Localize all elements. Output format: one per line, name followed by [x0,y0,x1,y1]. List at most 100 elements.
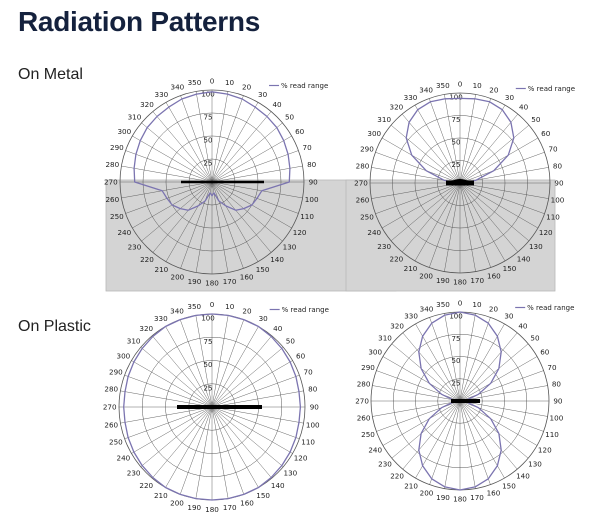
grid-spoke [459,400,476,489]
radial-tick-label: 50 [204,361,213,369]
grid-spoke [211,406,245,495]
angle-tick-label: 150 [256,491,270,500]
series-line-read-range [133,91,291,211]
radial-tick-label: 75 [204,114,213,122]
grid-spoke [459,98,491,184]
angle-tick-label: 210 [404,264,418,273]
angle-tick-label: 10 [225,302,235,311]
angle-tick-label: 350 [436,81,450,90]
grid-spoke [429,317,461,402]
grid-spoke [124,406,213,440]
grid-spoke [195,91,213,183]
grid-spoke [180,181,213,269]
angle-tick-label: 100 [305,195,319,204]
grid-spoke [414,104,461,184]
angle-tick-label: 250 [110,212,124,221]
grid-spoke [211,95,244,183]
angle-tick-label: 280 [104,385,118,394]
grid-spoke [211,181,244,269]
angle-tick-label: 330 [155,90,169,99]
angle-tick-label: 10 [473,81,483,90]
grid-spoke [382,400,461,446]
angle-tick-label: 0 [458,299,463,308]
grid-spoke [401,113,461,184]
angle-tick-label: 310 [128,112,142,121]
angle-tick-label: 250 [361,430,375,439]
angle-tick-label: 250 [109,437,123,446]
grid-spoke [141,181,213,242]
grid-spoke [211,335,272,408]
angle-tick-label: 120 [294,454,308,463]
angle-tick-label: 140 [516,471,530,480]
grid-spoke [459,182,539,229]
angle-tick-label: 70 [303,143,313,152]
grid-spoke [391,400,461,459]
grid-spoke [165,326,213,408]
angle-tick-label: 190 [188,277,202,286]
grid-spoke [211,406,300,440]
angle-tick-label: 70 [548,145,558,154]
angle-tick-label: 260 [356,196,370,205]
grid-spoke [211,374,300,408]
grid-spoke [211,360,293,408]
angle-tick-label: 100 [550,414,564,423]
radial-tick-label: 100 [201,315,214,323]
grid-spoke [459,124,530,184]
angle-tick-label: 300 [368,348,382,357]
polar-chart-4: 0 10 2030405060708090100110120130140150160… [355,299,574,504]
angle-tick-label: 340 [170,306,184,315]
angle-tick-label: 50 [285,112,295,121]
grid-spoke [459,400,538,446]
legend-label: % read range [281,82,328,90]
angle-tick-label: 120 [538,445,552,454]
grid-spoke [459,104,506,184]
angle-tick-label: 280 [105,160,119,169]
angle-tick-label: 350 [436,300,450,309]
angle-tick-label: 230 [128,243,142,252]
angle-tick-label: 320 [390,103,404,112]
angle-tick-label: 330 [404,312,418,321]
angle-tick-label: 290 [109,368,123,377]
grid-spoke [390,182,461,242]
grid-spoke [402,332,461,402]
grid-spoke [140,406,213,467]
angle-tick-label: 180 [453,278,467,287]
polar-chart-3: 0 102030405060708090100110120130140150160… [103,300,329,514]
angle-tick-label: 80 [307,160,317,169]
section-label-on-metal: On Metal [18,66,83,83]
grid-spoke [401,182,461,253]
grid-spoke [125,181,213,214]
grid-spoke [179,319,213,408]
grid-spoke [459,400,491,485]
angle-tick-label: 50 [286,337,296,346]
grid-spoke [459,94,476,184]
angle-tick-label: 140 [517,254,531,263]
grid-spoke [211,135,292,183]
grid-spoke [459,332,518,402]
angle-tick-label: 260 [104,420,118,429]
angle-tick-label: 40 [518,322,528,331]
angle-tick-label: 170 [223,503,237,512]
angle-tick-label: 60 [295,127,305,136]
grid-spoke [211,390,304,408]
radial-tick-label: 100 [201,91,214,99]
grid-spoke [165,181,213,262]
angle-tick-label: 240 [117,454,131,463]
grid-spoke [211,181,283,242]
grid-spoke [459,356,538,402]
grid-spoke [382,356,461,402]
grid-spoke [211,181,299,214]
angle-tick-label: 170 [470,276,484,285]
angle-tick-label: 60 [540,348,550,357]
angle-tick-label: 250 [360,212,374,221]
grid-spoke [375,152,461,184]
grid-spoke [429,98,461,184]
grid-spoke [211,181,272,253]
angle-tick-label: 190 [436,276,450,285]
grid-spoke [152,406,213,479]
radial-tick-label: 25 [452,379,461,387]
angle-tick-label: 20 [489,85,499,94]
angle-tick-label: 80 [308,385,318,394]
grid-spoke [152,335,213,408]
angle-tick-label: 200 [171,273,185,282]
